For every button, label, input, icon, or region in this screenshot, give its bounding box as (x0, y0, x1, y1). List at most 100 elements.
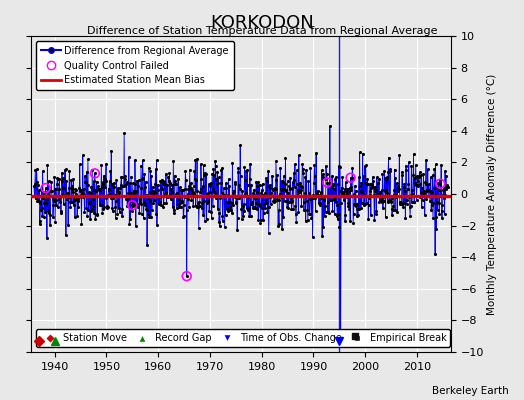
Point (358, 150, 367, 157)
Point (321, 203, 329, 210)
Point (199, 183, 207, 190)
Point (418, 185, 427, 191)
Point (41, 209, 49, 215)
Point (126, 180, 134, 186)
Point (121, 176, 129, 182)
Point (357, 180, 366, 186)
Point (81, 179, 90, 185)
Point (63, 196, 71, 202)
Point (391, 206, 399, 213)
Point (111, 192, 119, 198)
Point (214, 174, 223, 180)
Point (335, 164, 344, 170)
Point (96, 186, 105, 192)
Point (83, 182, 92, 188)
Point (223, 199, 232, 205)
Point (372, 211, 380, 217)
Point (376, 198, 385, 204)
Point (167, 193, 176, 199)
Point (239, 201, 248, 208)
Point (80, 209, 89, 216)
Point (156, 177, 165, 184)
Point (374, 190, 383, 197)
Point (243, 167, 252, 173)
Point (245, 205, 253, 211)
Point (357, 204, 365, 211)
Point (223, 206, 231, 212)
Point (112, 198, 120, 204)
Point (430, 185, 438, 191)
Point (394, 185, 402, 191)
Point (346, 174, 355, 181)
Point (391, 175, 400, 182)
Point (420, 188, 428, 194)
Point (424, 186, 433, 193)
Point (334, 211, 343, 218)
Point (350, 201, 358, 207)
Point (68, 199, 76, 206)
Point (189, 189, 197, 196)
Point (138, 211, 146, 217)
Point (217, 167, 225, 174)
Point (395, 186, 403, 193)
Point (254, 217, 263, 224)
Point (41, 185, 50, 191)
Point (127, 174, 135, 180)
Point (38, 205, 46, 212)
Point (327, 184, 335, 190)
Point (202, 171, 210, 178)
Point (291, 161, 299, 168)
Point (419, 190, 427, 197)
Point (346, 174, 355, 181)
Point (90, 187, 99, 194)
Point (345, 184, 354, 191)
Point (342, 179, 350, 186)
Point (315, 200, 323, 206)
Point (199, 212, 208, 218)
Point (423, 187, 431, 194)
Point (360, 191, 368, 198)
Point (194, 200, 203, 207)
Point (206, 180, 215, 186)
Point (170, 172, 179, 179)
Point (136, 198, 144, 205)
Point (130, 190, 138, 196)
Point (99, 178, 107, 185)
Point (311, 195, 320, 202)
Point (196, 188, 204, 195)
Point (181, 168, 190, 174)
Point (139, 215, 148, 221)
Point (270, 184, 279, 191)
Point (350, 211, 358, 218)
Point (400, 200, 408, 206)
Point (169, 158, 178, 164)
Point (321, 208, 330, 215)
Point (195, 199, 203, 206)
Point (159, 181, 167, 187)
Point (379, 205, 387, 211)
Point (401, 188, 409, 194)
Point (88, 205, 96, 212)
Point (133, 201, 141, 208)
Point (381, 174, 389, 181)
Point (301, 218, 310, 224)
Point (286, 186, 294, 192)
Point (233, 227, 242, 234)
Point (103, 203, 111, 209)
Point (216, 180, 225, 186)
Point (306, 196, 314, 202)
Point (338, 191, 346, 198)
Point (372, 208, 380, 214)
Point (97, 161, 105, 168)
Point (271, 186, 280, 193)
Point (395, 152, 403, 158)
Point (143, 207, 151, 213)
Point (245, 213, 254, 219)
Point (356, 183, 364, 190)
Point (339, 188, 347, 195)
Point (384, 154, 392, 161)
Point (166, 190, 174, 197)
Point (241, 164, 249, 170)
Point (114, 205, 123, 211)
Point (203, 191, 212, 197)
